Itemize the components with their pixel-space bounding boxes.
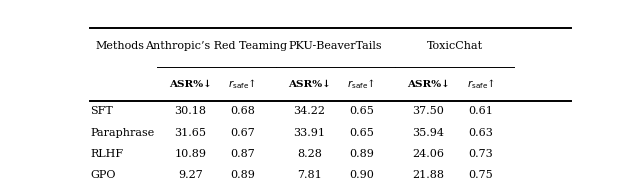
Text: 34.22: 34.22 [293, 106, 325, 116]
Text: 0.65: 0.65 [349, 106, 374, 116]
Text: 0.89: 0.89 [230, 170, 255, 178]
Text: $r_{\rm safe}$↑: $r_{\rm safe}$↑ [348, 77, 376, 91]
Text: 8.28: 8.28 [297, 149, 322, 159]
Text: 0.75: 0.75 [468, 170, 493, 178]
Text: 0.89: 0.89 [349, 149, 374, 159]
Text: 33.91: 33.91 [293, 128, 325, 138]
Text: 0.68: 0.68 [230, 106, 255, 116]
Text: 30.18: 30.18 [174, 106, 206, 116]
Text: RLHF: RLHF [90, 149, 123, 159]
Text: 0.61: 0.61 [468, 106, 493, 116]
Text: 21.88: 21.88 [412, 170, 444, 178]
Text: 0.63: 0.63 [468, 128, 493, 138]
Text: ToxicChat: ToxicChat [426, 41, 483, 51]
Text: $r_{\rm safe}$↑: $r_{\rm safe}$↑ [467, 77, 495, 91]
Text: 0.87: 0.87 [230, 149, 255, 159]
Text: 24.06: 24.06 [412, 149, 444, 159]
Text: 35.94: 35.94 [412, 128, 444, 138]
Text: 0.65: 0.65 [349, 128, 374, 138]
Text: Anthropic’s Red Teaming: Anthropic’s Red Teaming [145, 41, 287, 51]
Text: ASR%↓: ASR%↓ [169, 80, 212, 89]
Text: 9.27: 9.27 [178, 170, 203, 178]
Text: 0.67: 0.67 [230, 128, 255, 138]
Text: GPO: GPO [90, 170, 115, 178]
Text: PKU-BeaverTails: PKU-BeaverTails [289, 41, 382, 51]
Text: 0.90: 0.90 [349, 170, 374, 178]
Text: SFT: SFT [90, 106, 113, 116]
Text: ASR%↓: ASR%↓ [407, 80, 450, 89]
Text: ASR%↓: ASR%↓ [288, 80, 331, 89]
Text: Methods: Methods [95, 41, 145, 51]
Text: Paraphrase: Paraphrase [90, 128, 154, 138]
Text: 10.89: 10.89 [174, 149, 206, 159]
Text: $r_{\rm safe}$↑: $r_{\rm safe}$↑ [228, 77, 257, 91]
Text: 7.81: 7.81 [297, 170, 322, 178]
Text: 0.73: 0.73 [468, 149, 493, 159]
Text: 31.65: 31.65 [174, 128, 206, 138]
Text: 37.50: 37.50 [412, 106, 444, 116]
